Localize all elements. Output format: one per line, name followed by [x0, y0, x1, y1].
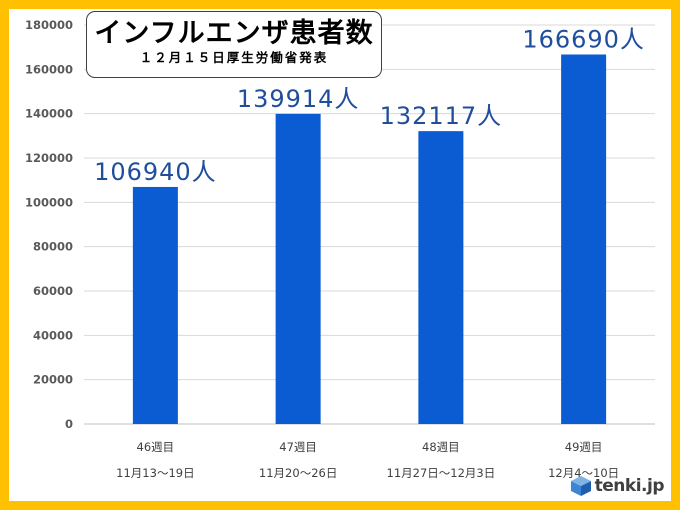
bar: [418, 131, 464, 424]
x-tick-label: 49週目: [565, 440, 603, 454]
x-tick-label: 46週目: [137, 440, 175, 454]
x-tick-label: 48週目: [422, 440, 460, 454]
x-tick-date-label: 11月13〜19日: [116, 466, 194, 480]
x-tick-date-label: 11月27日〜12月3日: [387, 466, 496, 480]
bar: [132, 186, 178, 424]
y-tick-label: 100000: [25, 195, 73, 209]
labels: 0 20000 40000 60000 80000 100000 120000 140000 1…: [25, 18, 645, 480]
data-label: 132117人: [380, 102, 503, 130]
tenki-logo: tenki.jp: [570, 475, 665, 497]
data-label: 166690人: [522, 26, 645, 54]
bars: [132, 54, 607, 424]
y-tick-label: 160000: [25, 62, 73, 76]
y-tick-label: 0: [65, 417, 73, 431]
data-label: 139914人: [237, 85, 360, 113]
bar: [561, 54, 607, 424]
x-tick-label: 47週目: [279, 440, 317, 454]
y-tick-label: 140000: [25, 107, 73, 121]
chart-subtitle: １２月１５日厚生労働省発表: [139, 50, 329, 65]
y-tick-label: 180000: [25, 18, 73, 32]
title-box: インフルエンザ患者数 １２月１５日厚生労働省発表: [86, 11, 382, 78]
y-tick-label: 80000: [33, 240, 73, 254]
logo-cube-icon: [570, 476, 591, 496]
bar: [275, 113, 321, 424]
y-tick-label: 40000: [33, 328, 73, 342]
y-tick-label: 60000: [33, 284, 73, 298]
x-tick-date-label: 11月20〜26日: [259, 466, 337, 480]
y-tick-label: 120000: [25, 151, 73, 165]
data-label: 106940人: [94, 158, 217, 186]
x-tick-date-label: 12月4〜10日: [548, 466, 619, 480]
logo-text: tenki.jp: [594, 476, 665, 496]
y-tick-label: 20000: [33, 373, 73, 387]
chart-title: インフルエンザ患者数: [94, 18, 374, 49]
